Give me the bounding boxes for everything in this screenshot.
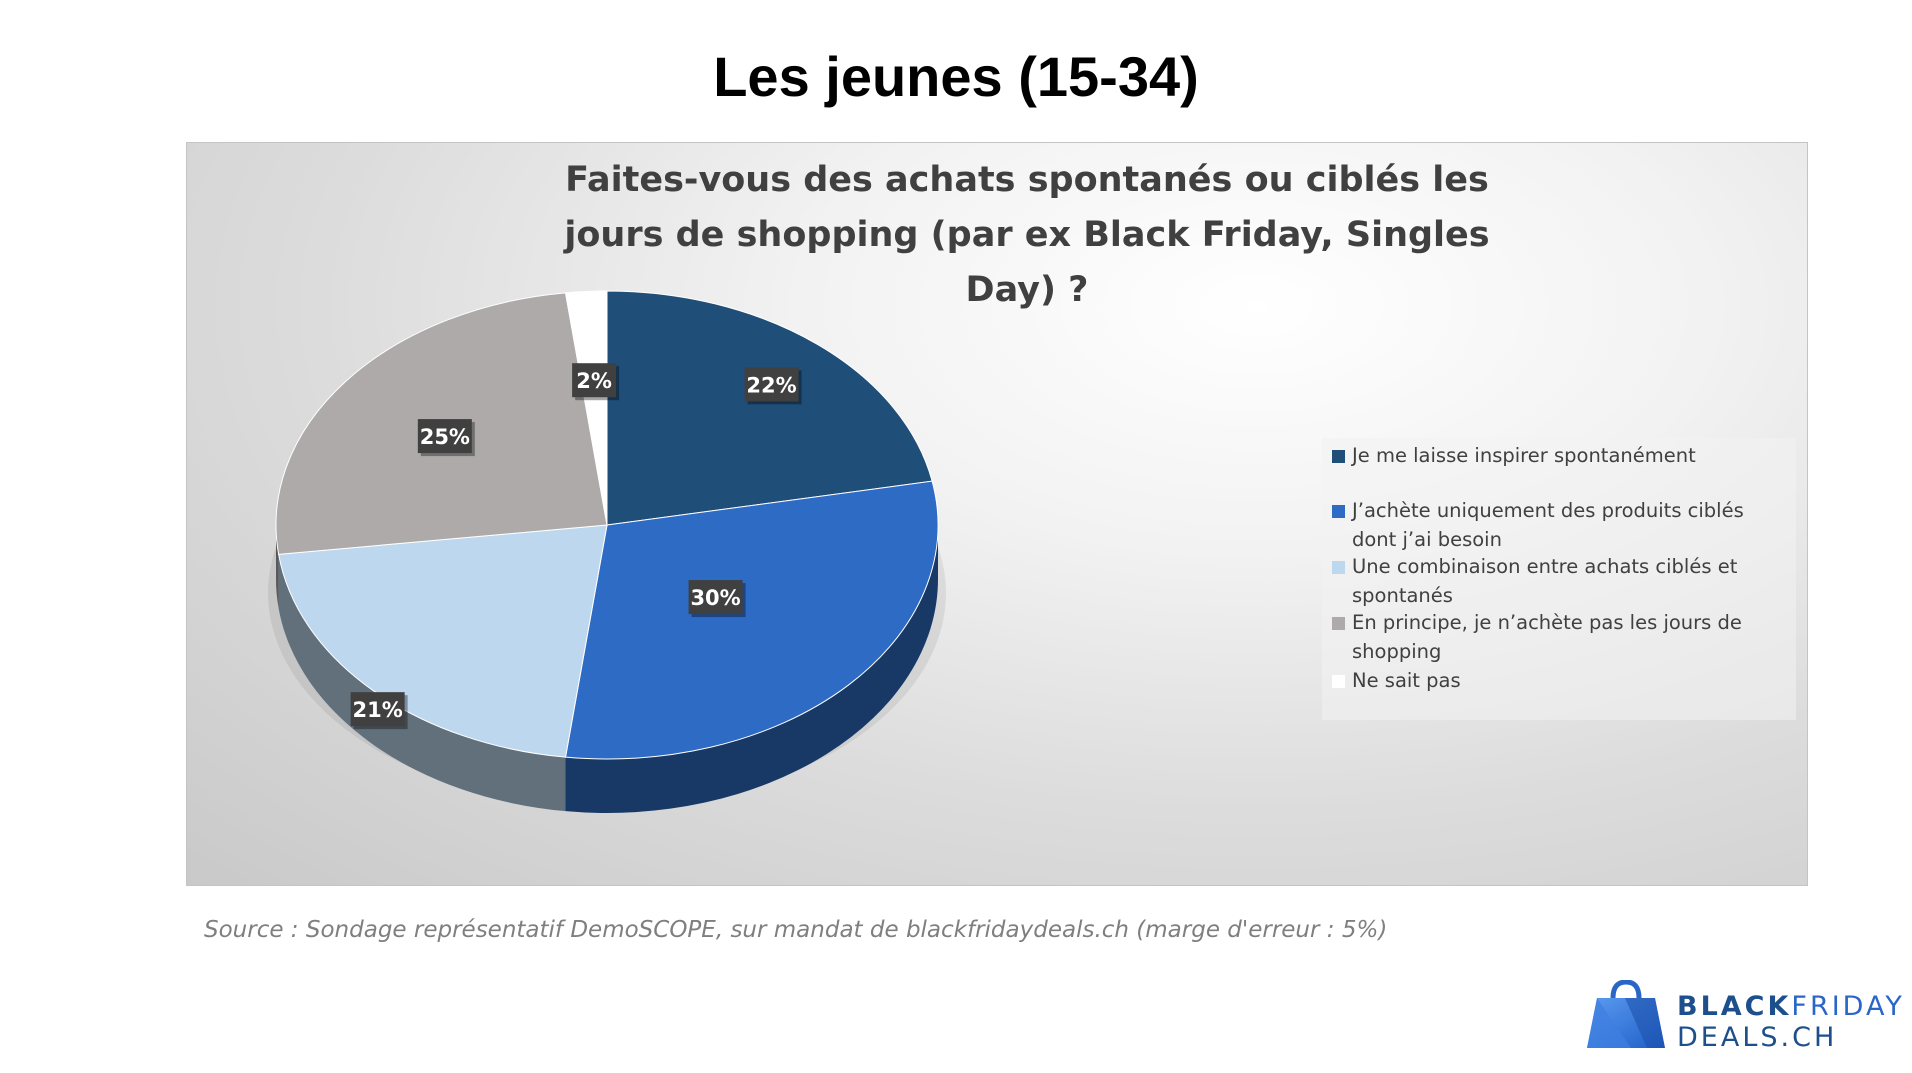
legend-label: Une combinaison entre achats ciblés et s… <box>1352 555 1738 607</box>
brand-name-line-2: DEALS.CH <box>1677 1022 1838 1053</box>
legend-item: En principe, je n’achète pas les jours d… <box>1332 608 1782 666</box>
data-label-text: 25% <box>420 425 470 449</box>
pie-slice <box>606 290 933 526</box>
data-label-text: 21% <box>352 698 402 722</box>
pie-slice <box>564 290 608 526</box>
page-title: Les jeunes (15-34) <box>713 45 1199 108</box>
pie-slice <box>278 524 608 758</box>
data-label: 22% <box>744 367 802 405</box>
pie-slice-side <box>278 554 566 812</box>
legend-item: Une combinaison entre achats ciblés et s… <box>1332 552 1782 610</box>
source-note: Source : Sondage représentatif DemoSCOPE… <box>204 917 1388 943</box>
pie-slice <box>564 480 939 760</box>
data-label: 2% <box>572 363 620 401</box>
data-label-text: 22% <box>746 373 796 397</box>
chart-legend: Je me laisse inspirer spontanément J’achè… <box>1322 438 1796 720</box>
brand-logo: BLACKFRIDAY DEALS.CH <box>1585 980 1902 1053</box>
data-label-text: 2% <box>576 369 612 393</box>
pie-chart: 22% 30% 21% 25% 2% <box>268 290 946 813</box>
legend-item: J’achète uniquement des produits ciblés … <box>1332 496 1782 554</box>
legend-label: En principe, je n’achète pas les jours d… <box>1352 611 1742 663</box>
legend-swatch <box>1332 561 1345 574</box>
data-label-text: 30% <box>690 586 740 610</box>
legend-swatch <box>1332 675 1345 688</box>
legend-swatch <box>1332 617 1345 630</box>
legend-label: Je me laisse inspirer spontanément <box>1352 444 1696 467</box>
pie-slice-side <box>276 525 279 609</box>
data-label: 21% <box>350 692 408 730</box>
chart-panel: Faites-vous des achats spontanés ou cibl… <box>186 142 1808 886</box>
chart-title: Faites-vous des achats spontanés ou cibl… <box>564 160 1490 310</box>
legend-item: Ne sait pas <box>1332 666 1782 695</box>
legend-label: Ne sait pas <box>1352 669 1461 692</box>
data-label: 25% <box>417 419 475 457</box>
data-label: 30% <box>688 580 746 618</box>
legend-item: Je me laisse inspirer spontanément <box>1332 441 1782 470</box>
legend-swatch <box>1332 450 1345 463</box>
legend-swatch <box>1332 505 1345 518</box>
brand-name-line-1: BLACKFRIDAY <box>1677 991 1905 1022</box>
legend-label: J’achète uniquement des produits ciblés … <box>1352 499 1744 551</box>
shopping-bag-icon <box>1587 980 1665 1048</box>
pie-slice-side <box>565 525 939 813</box>
